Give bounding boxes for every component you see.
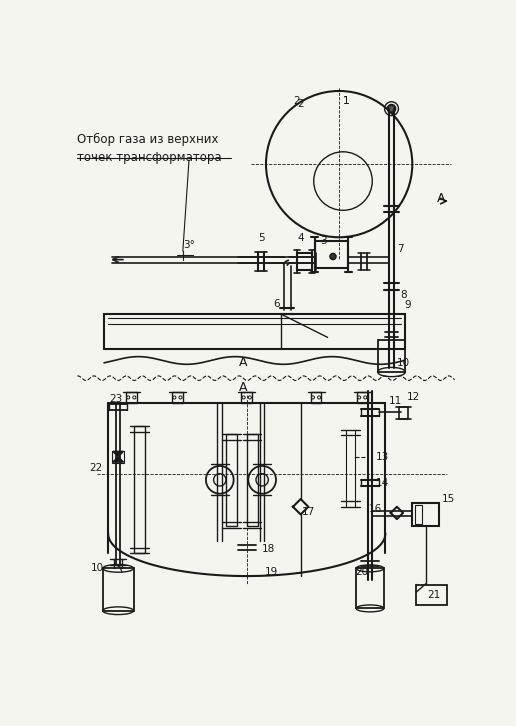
Text: 19: 19 — [264, 567, 278, 577]
Text: 15: 15 — [442, 494, 455, 504]
Text: 1: 1 — [343, 96, 350, 106]
Text: 7: 7 — [397, 244, 404, 254]
Text: 8: 8 — [401, 290, 407, 300]
Text: 3: 3 — [320, 236, 327, 246]
Bar — [378, 340, 406, 372]
Bar — [416, 585, 447, 605]
Polygon shape — [113, 452, 123, 457]
Text: 16: 16 — [368, 504, 382, 514]
Bar — [103, 568, 134, 611]
Bar — [104, 314, 405, 349]
Text: 13: 13 — [375, 452, 389, 462]
Text: 14: 14 — [375, 478, 389, 488]
Text: 22: 22 — [89, 463, 102, 473]
Text: A: A — [437, 192, 446, 205]
Text: 23: 23 — [110, 394, 123, 404]
Bar — [172, 392, 183, 403]
Circle shape — [330, 253, 336, 260]
Bar — [126, 392, 137, 403]
Polygon shape — [113, 457, 123, 462]
Bar — [412, 503, 439, 526]
Text: 10: 10 — [90, 563, 104, 574]
Text: 11: 11 — [389, 396, 402, 407]
Bar — [399, 407, 409, 419]
Bar — [357, 392, 367, 403]
Text: 10: 10 — [397, 358, 410, 368]
Text: 1: 1 — [343, 96, 350, 106]
Text: 21: 21 — [428, 590, 441, 600]
Text: 2: 2 — [293, 96, 300, 106]
Bar — [247, 433, 257, 526]
Text: 9: 9 — [405, 300, 411, 310]
Text: 3°: 3° — [183, 240, 195, 250]
Text: Отбор газа из верхних
точек трансформатора: Отбор газа из верхних точек трансформато… — [77, 134, 222, 164]
Text: 18: 18 — [262, 544, 275, 554]
Text: 17: 17 — [302, 507, 315, 517]
Text: 12: 12 — [407, 393, 420, 402]
Text: 20: 20 — [356, 567, 368, 577]
Text: 6: 6 — [273, 299, 280, 309]
Bar — [414, 505, 422, 523]
Bar — [356, 568, 384, 608]
Bar — [314, 241, 348, 268]
Text: 2: 2 — [297, 99, 303, 109]
Text: 4: 4 — [298, 233, 304, 243]
Bar — [311, 392, 321, 403]
Text: А: А — [238, 356, 247, 370]
Bar — [112, 451, 124, 463]
Bar — [134, 426, 145, 553]
Text: 5: 5 — [259, 233, 265, 243]
Bar — [297, 253, 312, 270]
Text: А: А — [238, 381, 247, 394]
Bar — [226, 433, 237, 526]
Circle shape — [388, 105, 395, 113]
Bar — [241, 392, 252, 403]
